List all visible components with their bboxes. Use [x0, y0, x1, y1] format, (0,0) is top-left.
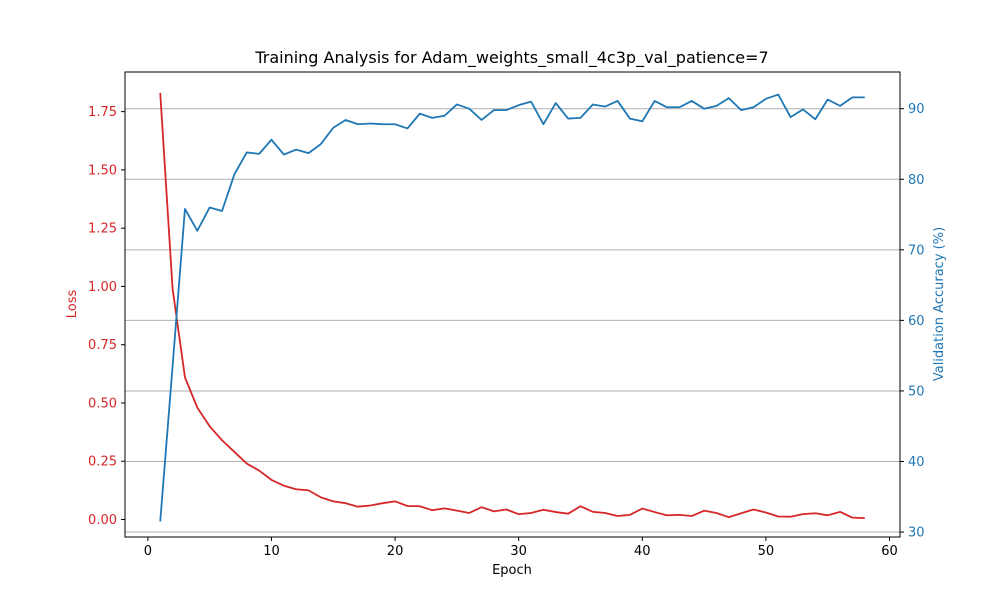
x-tick-label: 50	[758, 544, 775, 559]
y-left-tick-label: 0.00	[88, 513, 117, 528]
x-tick-label: 40	[634, 544, 651, 559]
y-right-tick-label: 30	[908, 526, 925, 541]
accuracy-series-line	[159, 93, 865, 522]
y-right-tick-label: 80	[908, 173, 925, 188]
y-right-tick-label: 70	[908, 243, 925, 258]
chart-title: Training Analysis for Adam_weights_small…	[254, 48, 768, 68]
y-left-tick-label: 1.50	[88, 163, 117, 178]
loss-series-line	[159, 92, 865, 520]
x-tick-label: 0	[144, 544, 152, 559]
x-axis-title: Epoch	[492, 563, 532, 578]
x-tick-label: 60	[881, 544, 898, 559]
plot-area	[124, 71, 901, 538]
series-layer	[159, 92, 865, 522]
y-axis-left-title: Loss	[65, 290, 80, 319]
y-right-tick-label: 40	[908, 455, 925, 470]
y-right-tick-label: 60	[908, 314, 925, 329]
gridlines	[125, 108, 900, 533]
x-axis: 0 10 20 30 40 50 60	[144, 537, 898, 559]
y-axis-right-title: Validation Accuracy (%)	[932, 227, 947, 381]
y-left-tick-label: 0.75	[88, 338, 117, 353]
y-left-tick-label: 0.50	[88, 396, 117, 411]
y-left-tick-label: 1.75	[88, 105, 117, 120]
y-right-tick-label: 90	[908, 102, 925, 117]
y-axis-left: 0.00 0.25 0.50 0.75 1.00 1.25 1.50 1.75	[88, 105, 125, 528]
y-left-tick-label: 0.25	[88, 455, 117, 470]
y-axis-right: 30 40 50 60 70 80 90	[900, 102, 925, 541]
y-left-tick-label: 1.00	[88, 280, 117, 295]
y-left-tick-label: 1.25	[88, 222, 117, 237]
x-tick-label: 20	[387, 544, 404, 559]
x-tick-label: 30	[510, 544, 527, 559]
y-right-tick-label: 50	[908, 384, 925, 399]
plot-frame	[124, 71, 901, 538]
x-tick-label: 10	[263, 544, 280, 559]
